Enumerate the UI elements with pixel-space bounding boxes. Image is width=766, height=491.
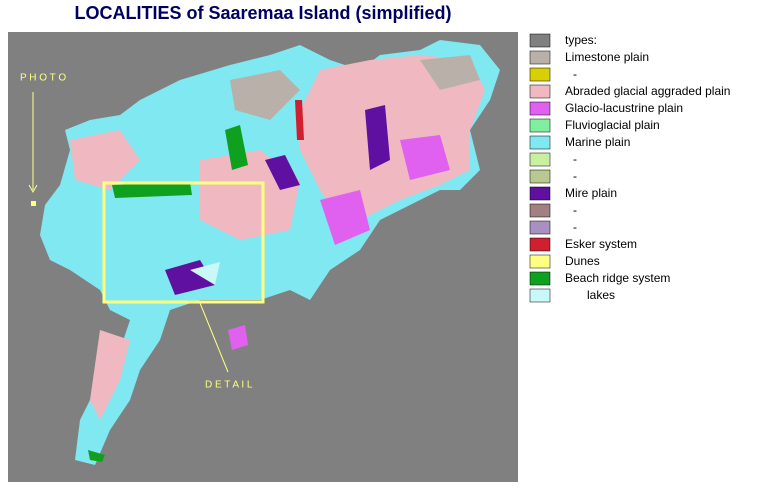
map: P H O T O D E T A I L [8,32,518,482]
region [365,105,390,170]
legend-label: Fluvioglacial plain [565,118,660,132]
photo-label: P H O T O [20,73,66,84]
legend-label: lakes [587,288,615,302]
region [230,70,300,120]
region [300,55,485,220]
legend-label: Dunes [565,254,600,268]
legend-label: - [573,220,577,234]
region [320,190,370,245]
legend-swatch [529,271,551,286]
region [265,155,300,190]
legend-swatch [529,203,551,218]
legend-label: - [573,67,577,81]
legend-swatch [529,237,551,252]
legend-swatch [529,254,551,269]
detail-frame [102,181,265,304]
legend-label: - [573,152,577,166]
legend-label: - [573,203,577,217]
legend-swatch [529,169,551,184]
legend-swatch [529,135,551,150]
region [228,325,248,350]
region [70,130,140,190]
detail-label: D E T A I L [205,380,253,391]
region [112,182,192,198]
legend-swatch [529,33,551,48]
legend-label: types: [565,33,597,47]
legend-label: Esker system [565,237,637,251]
region [190,262,220,285]
title: LOCALITIES of Saaremaa Island (simplifie… [74,3,451,23]
legend-swatch [529,186,551,201]
legend-swatch [529,50,551,65]
region [295,100,304,140]
region [420,55,480,90]
legend-label: Beach ridge system [565,271,670,285]
legend-swatch [529,288,551,303]
legend-label: Glacio-lacustrine plain [565,101,683,115]
legend-label: Marine plain [565,135,630,149]
region [90,330,130,420]
legend-label: Mire plain [565,186,617,200]
legend-swatch [529,152,551,167]
legend-swatch [529,84,551,99]
legend-swatch [529,101,551,116]
photo-marker [31,201,36,206]
detail-pointer [199,302,229,373]
legend-label: Limestone plain [565,50,649,64]
photo-arrowhead [28,184,38,194]
legend-label: Abraded glacial aggraded plain [565,84,730,98]
legend-swatch [529,67,551,82]
legend-label: - [573,169,577,183]
legend-swatch [529,220,551,235]
region [88,450,105,462]
legend: types: Limestone plain - Abraded glacial ag… [529,33,730,303]
legend-swatch [529,118,551,133]
region [225,125,248,170]
region [400,135,450,180]
